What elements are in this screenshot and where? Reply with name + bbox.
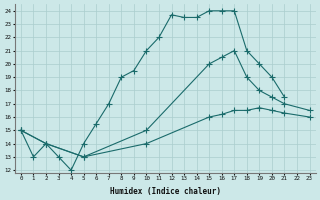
X-axis label: Humidex (Indice chaleur): Humidex (Indice chaleur) <box>110 187 221 196</box>
